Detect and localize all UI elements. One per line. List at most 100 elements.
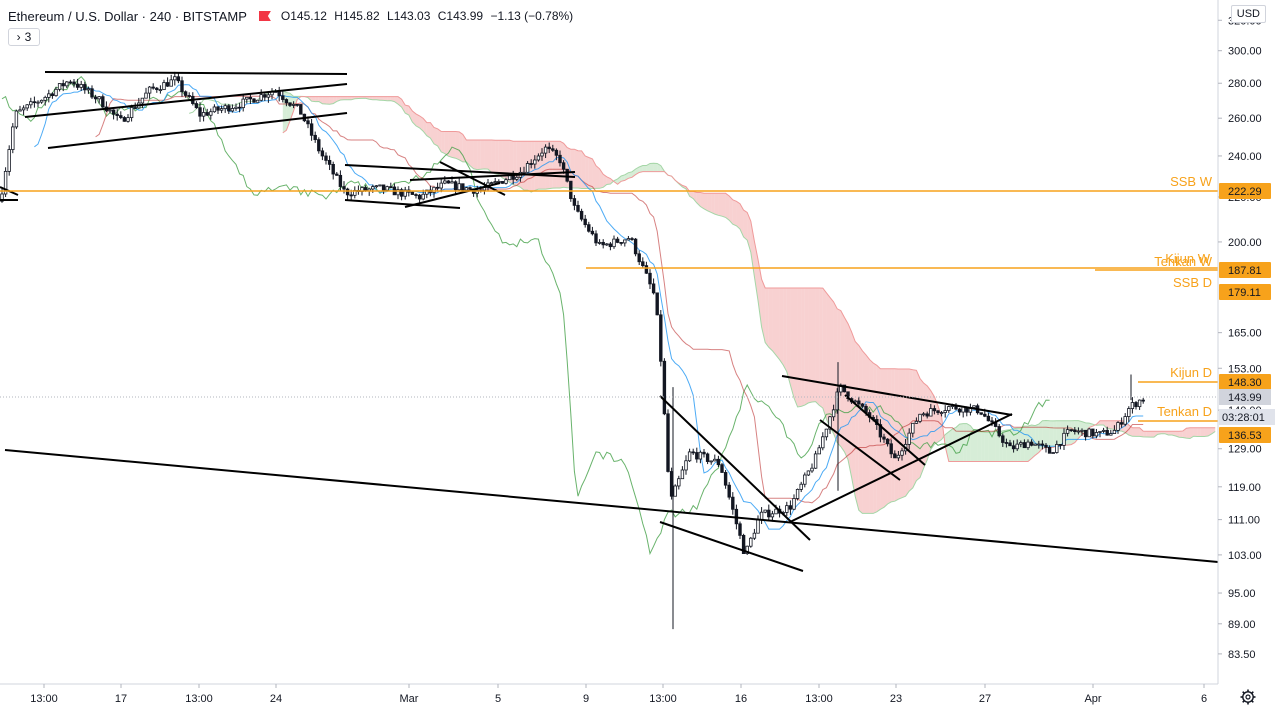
candle: [925, 411, 929, 419]
kumo-segment: [704, 193, 708, 211]
candle: [1130, 397, 1135, 414]
flag-icon[interactable]: [258, 11, 271, 21]
open-value: 145.12: [290, 9, 327, 23]
candle: [831, 404, 836, 421]
currency-badge[interactable]: USD: [1230, 5, 1266, 23]
candle: [115, 109, 119, 121]
tenkan-line: [34, 84, 1144, 530]
price-markers: 222.29 187.81 179.11 148.30 136.53 143.99 03:2…: [0, 183, 1275, 443]
kumo-segment: [909, 369, 913, 492]
x-tick-label: 16: [735, 693, 747, 705]
candle: [83, 81, 87, 94]
kumo-segment: [628, 171, 632, 179]
y-tick-label: 153.00: [1228, 363, 1262, 375]
candle: [389, 182, 393, 189]
candle: [212, 104, 217, 113]
candle: [39, 99, 44, 104]
y-tick-label: 129.00: [1228, 444, 1262, 456]
kumo-segment: [372, 96, 377, 100]
candle: [680, 466, 685, 480]
kumo-segment: [459, 131, 463, 162]
kumo-segment: [416, 113, 420, 128]
x-tick-label: 5: [495, 693, 501, 705]
y-tick-label: 300.00: [1228, 46, 1262, 58]
kumo-segment: [750, 221, 755, 277]
candle: [331, 161, 335, 180]
candle: [1033, 443, 1037, 446]
candle: [806, 470, 811, 476]
kumo-segment: [477, 140, 481, 170]
kumo-segment: [1139, 427, 1144, 437]
candle: [439, 178, 443, 193]
x-tick-label: Mar: [400, 693, 419, 705]
kumo-segment: [552, 141, 557, 189]
candle: [1087, 427, 1091, 438]
kumo-segment: [322, 96, 326, 104]
kumo-segment: [1211, 427, 1216, 434]
candle: [356, 185, 361, 195]
candle: [32, 96, 37, 108]
candle: [417, 193, 422, 203]
level-label: SSB W: [1170, 174, 1213, 189]
candle: [536, 153, 541, 162]
candle: [119, 111, 123, 120]
candle: [824, 428, 829, 441]
candle: [623, 239, 627, 247]
candle: [979, 412, 983, 416]
x-tick-label: 13:00: [185, 693, 213, 705]
kumo-segment: [448, 131, 452, 158]
kumo-segment: [920, 378, 924, 478]
candlesticks: [0, 71, 1145, 630]
symbol-title[interactable]: Ethereum / U.S. Dollar · 240 · BITSTAMP: [8, 8, 247, 24]
kumo-segment: [1013, 428, 1018, 462]
candle: [57, 83, 62, 92]
gear-icon[interactable]: [1239, 688, 1257, 706]
candle: [1055, 440, 1059, 454]
price-marker: [1219, 374, 1271, 390]
kumo-segment: [844, 317, 848, 460]
candle: [691, 448, 695, 455]
candle: [468, 186, 472, 190]
x-tick-label: 23: [890, 693, 902, 705]
candle: [3, 167, 8, 198]
price-marker: [1219, 183, 1271, 199]
kumo-segment: [858, 345, 863, 514]
candle: [767, 504, 771, 520]
kumo-segment: [653, 163, 658, 172]
candle: [720, 463, 724, 473]
candle: [785, 501, 789, 517]
candle: [633, 237, 638, 257]
kumo-segment: [437, 128, 442, 152]
high-value: 145.82: [342, 9, 380, 23]
kumo-segment: [1168, 431, 1172, 435]
candle: [162, 79, 166, 91]
candle: [914, 417, 919, 424]
candle: [551, 144, 555, 152]
candle: [151, 83, 155, 90]
kumo-segment: [1071, 420, 1075, 445]
candle: [648, 269, 652, 289]
kumo-segment: [830, 297, 834, 434]
candle: [453, 180, 458, 196]
candle: [309, 119, 314, 141]
candle: [749, 536, 753, 548]
candle: [817, 444, 821, 455]
candle: [770, 510, 775, 522]
indicators-toggle-button[interactable]: › 3: [8, 28, 40, 46]
kumo-segment: [1146, 431, 1151, 438]
kumo-segment: [574, 149, 578, 188]
candle: [1127, 406, 1131, 423]
candle: [968, 403, 973, 416]
y-tick-label: 111.00: [1228, 515, 1260, 527]
candle: [72, 78, 76, 88]
kumo-segment: [452, 131, 456, 159]
candle: [637, 250, 641, 266]
candle: [259, 89, 263, 102]
candle: [435, 182, 440, 191]
y-tick-label: 89.00: [1228, 619, 1256, 631]
kumo-segment: [441, 131, 445, 154]
candle: [583, 214, 587, 228]
kumo-segment: [290, 93, 294, 121]
